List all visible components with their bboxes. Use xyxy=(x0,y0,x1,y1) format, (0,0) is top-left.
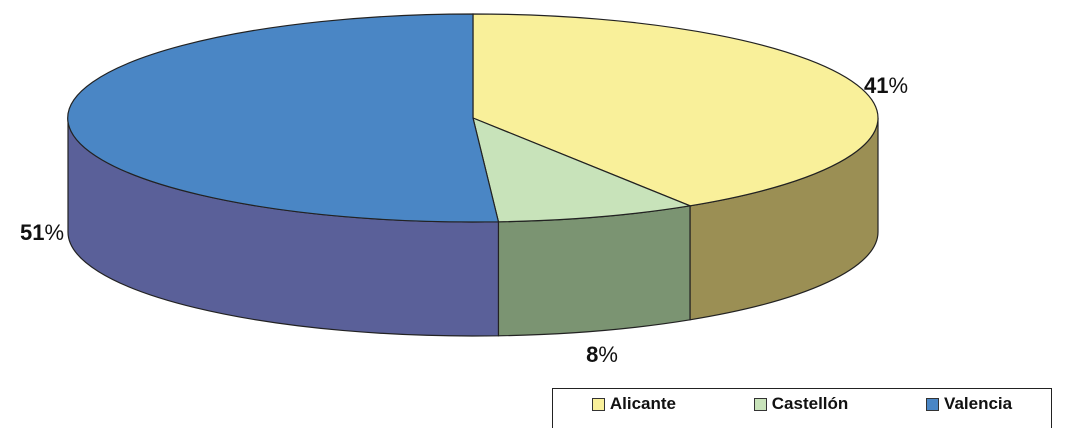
legend-label: Alicante xyxy=(610,394,676,414)
pie-chart: 41% 8% 51% xyxy=(0,0,1067,414)
legend-swatch xyxy=(754,398,767,411)
data-label-valencia: 51% xyxy=(20,220,64,245)
legend-item-alicante: Alicante xyxy=(592,394,676,414)
data-label-castellon: 8% xyxy=(586,342,618,367)
legend-swatch xyxy=(926,398,939,411)
data-label-alicante: 41% xyxy=(864,73,908,98)
pie-side-castellon xyxy=(498,206,690,336)
legend: Alicante Castellón Valencia xyxy=(552,388,1052,428)
legend-label: Castellón xyxy=(772,394,849,414)
pie-tops xyxy=(68,14,878,222)
legend-swatch xyxy=(592,398,605,411)
legend-item-castellon: Castellón xyxy=(754,394,849,414)
legend-label: Valencia xyxy=(944,394,1012,414)
legend-item-valencia: Valencia xyxy=(926,394,1012,414)
